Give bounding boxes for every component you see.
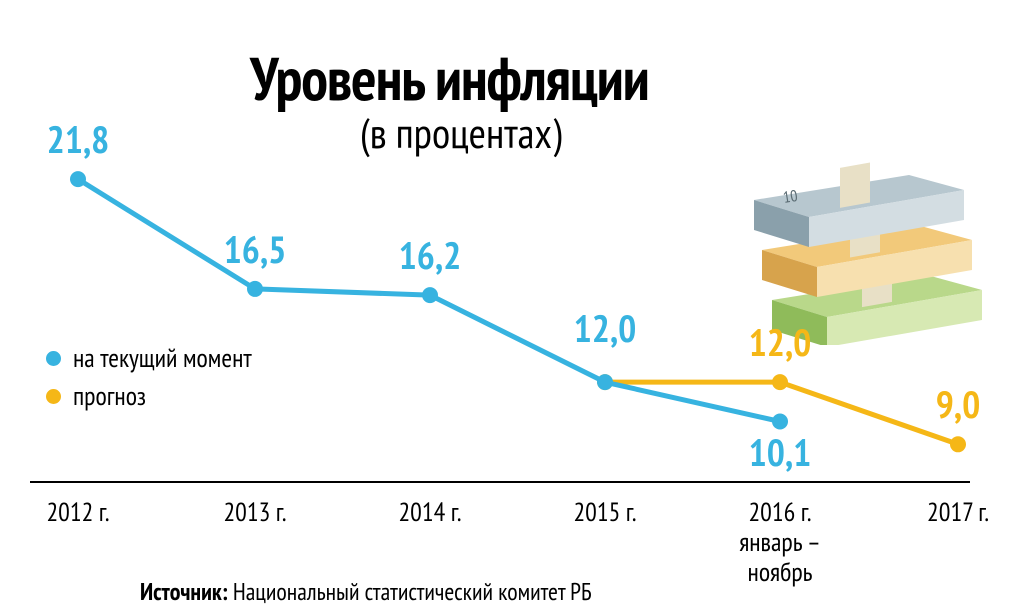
value-label: 12,0 <box>574 310 637 348</box>
source-label: Источник: <box>140 576 228 605</box>
chart-subtitle: (в процентах) <box>360 112 562 154</box>
legend-label-current: на текущий момент <box>73 342 252 375</box>
chart-title: Уровень инфляции <box>250 48 649 108</box>
x-axis-label: 2017 г. <box>927 498 989 528</box>
legend-label-forecast: прогноз <box>73 380 146 413</box>
x-axis-label: 2014 г. <box>398 498 461 528</box>
legend-dot-current <box>46 351 61 366</box>
legend-item-forecast: прогноз <box>46 380 146 413</box>
x-axis-label: 2016 г. январь – ноябрь <box>739 498 821 588</box>
legend-item-current: на текущий момент <box>46 342 252 375</box>
x-axis-label: 2012 г. <box>46 498 109 528</box>
x-axis-label: 2015 г. <box>573 498 636 528</box>
value-label: 16,5 <box>224 231 287 269</box>
svg-text:10: 10 <box>782 186 799 208</box>
value-label: 10,1 <box>749 434 812 472</box>
legend-dot-forecast <box>46 389 61 404</box>
value-label: 9,0 <box>936 386 981 424</box>
value-label: 12,0 <box>749 324 812 362</box>
money-stack-graphic: 10 <box>740 155 990 345</box>
x-axis-label: 2013 г. <box>223 498 286 528</box>
source-text: Источник: Национальный статистический ко… <box>140 576 592 605</box>
value-label: 21,8 <box>47 121 110 159</box>
value-label: 16,2 <box>399 237 462 275</box>
source-value: Национальный статистический комитет РБ <box>233 576 592 605</box>
